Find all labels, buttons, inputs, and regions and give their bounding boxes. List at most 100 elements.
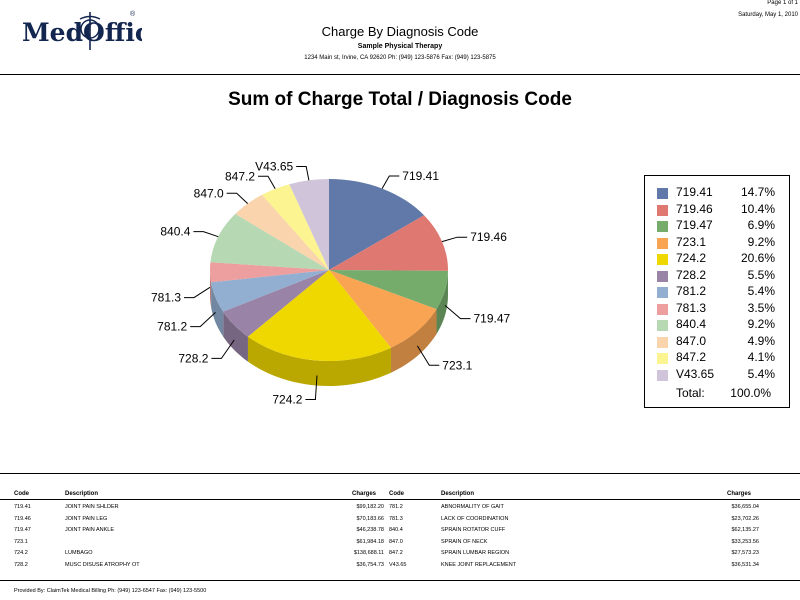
table-cell-charges: $36,655.04 <box>731 504 759 510</box>
table-cell-code: 723.1 <box>14 538 28 545</box>
pie-slice-719.46 <box>329 215 448 271</box>
legend-item: 847.2 4.1% <box>655 350 783 367</box>
table-cell-code: 781.3 <box>389 515 403 522</box>
pie-side-724.2 <box>247 336 391 386</box>
table-cell-description: SPRAIN OF NECK <box>441 538 488 545</box>
pie-label-847.2: 847.2 <box>225 169 255 183</box>
medoffice-logo: MedOffice ® <box>18 6 142 56</box>
pie-leader-line <box>305 375 318 400</box>
table-cell-charges: $70,183.66 <box>356 515 384 522</box>
pie-leader-line <box>441 236 468 243</box>
company-address: 1234 Main st, Irvine, CA 92620 Ph: (949)… <box>304 55 496 61</box>
legend-item: 719.41 14.7% <box>655 185 783 202</box>
legend-percent: 6.9% <box>747 218 775 232</box>
pie-label-V43.65: V43.65 <box>255 160 293 174</box>
pie-label-840.4: 840.4 <box>160 225 190 239</box>
legend-swatch <box>657 369 668 381</box>
chart-title: Sum of Charge Total / Diagnosis Code <box>228 89 572 110</box>
col-header-description: Description <box>65 491 99 497</box>
table-cell-description: ABNORMALITY OF GAIT <box>441 504 504 510</box>
legend-swatch <box>657 237 668 249</box>
pie-leader-line <box>381 175 400 189</box>
table-header-divider <box>0 499 800 500</box>
pie-slice-723.1 <box>329 270 437 348</box>
table-cell-charges: $138,688.11 <box>353 550 384 556</box>
table-cell-code: V43.65 <box>389 561 407 568</box>
pie-slice-719.47 <box>329 270 448 310</box>
legend-swatch <box>657 204 668 216</box>
footer-divider <box>0 580 800 581</box>
legend-swatch <box>657 320 668 331</box>
pie-leader-line <box>211 339 235 359</box>
pie-slice-781.2 <box>211 270 329 312</box>
pie-leader-line <box>226 192 249 204</box>
legend-percent: 5.4% <box>747 284 775 298</box>
pie-leader-line <box>193 231 219 238</box>
legend-label: 719.46 <box>676 201 713 216</box>
table-cell-description: SPRAIN ROTATOR CUFF <box>441 527 506 533</box>
col-header-charges-2: Charges <box>727 491 752 497</box>
table-cell-charges: $36,531.34 <box>731 561 759 568</box>
svg-text:®: ® <box>130 10 136 18</box>
pie-slice-781.3 <box>210 262 329 283</box>
legend-total-label: Total: <box>676 386 705 400</box>
table-cell-charges: $33,253.56 <box>731 538 759 545</box>
table-cell-charges: $46,238.78 <box>356 527 384 533</box>
pie-label-728.2: 728.2 <box>178 351 208 365</box>
legend-label: 781.2 <box>676 284 707 298</box>
legend-item: 847.0 4.9% <box>655 334 783 351</box>
legend-label: 719.47 <box>676 218 713 232</box>
pie-label-847.0: 847.0 <box>194 186 224 200</box>
footer-text: Provided By: ClaimTek Medical Billing Ph… <box>14 588 207 594</box>
pie-label-781.3: 781.3 <box>151 291 181 305</box>
table-cell-charges: $61,984.18 <box>356 538 384 545</box>
header-divider <box>0 74 800 75</box>
legend-swatch <box>657 254 668 265</box>
table-cell-description: LACK OF COORDINATION <box>441 515 509 522</box>
pie-slice-V43.65 <box>289 179 329 270</box>
col-header-code: Code <box>14 491 29 497</box>
legend-item: 728.2 5.5% <box>655 268 783 285</box>
pie-slice-724.2 <box>247 270 391 362</box>
report-title: Charge By Diagnosis Code <box>321 24 479 39</box>
pie-slice-847.2 <box>261 184 329 270</box>
legend-label: 728.2 <box>676 267 707 282</box>
pie-leader-line <box>258 175 276 190</box>
pie-slice-719.41 <box>329 179 425 270</box>
legend-swatch <box>657 221 668 232</box>
legend-label: 847.2 <box>676 350 707 364</box>
legend-swatch <box>657 303 668 315</box>
pie-leader-line <box>190 312 216 328</box>
table-cell-code: 840.4 <box>389 527 403 533</box>
page-number: Page 1 of 1 <box>767 0 798 6</box>
pie-labels: 719.41 719.46 719.47 723.1 724.2 728.2 781.2 78… <box>151 160 511 407</box>
legend-percent: 14.7% <box>740 185 775 199</box>
pie-leader-line <box>416 345 440 366</box>
table-cell-description: MUSC DISUSE ATROPHY OT <box>65 561 140 568</box>
table-cell-charges: $27,573.23 <box>731 550 759 556</box>
legend-label: 847.0 <box>676 333 707 348</box>
pie-leader-line <box>296 166 310 181</box>
table-cell-code: 781.2 <box>389 504 403 510</box>
table-cell-charges: $99,182.20 <box>356 504 384 510</box>
pie-label-781.2: 781.2 <box>157 320 187 334</box>
chart-legend: 719.41 14.7% 719.46 10.4% 719.47 6.9% 723.1 9.2… <box>644 175 790 408</box>
pie-leader-line <box>444 305 471 320</box>
legend-item: 724.2 20.6% <box>655 251 783 268</box>
table-cell-code: 719.47 <box>14 527 31 533</box>
pie-label-723.1: 723.1 <box>442 358 472 372</box>
legend-item: 781.2 5.4% <box>655 284 783 301</box>
pie-side-781.3 <box>210 270 212 308</box>
legend-item: 781.3 3.5% <box>655 301 783 318</box>
col-header-description-2: Description <box>441 491 475 497</box>
legend-label: 840.4 <box>676 317 707 331</box>
table-cell-charges: $36,754.73 <box>356 561 384 568</box>
table-cell-description: JOINT PAIN ANKLE <box>65 527 115 533</box>
pie-side-walls <box>210 270 448 386</box>
pie-slice-847.0 <box>235 194 329 270</box>
legend-swatch <box>657 336 668 348</box>
pie-label-724.2: 724.2 <box>272 393 302 407</box>
table-cell-code: 724.2 <box>14 550 28 556</box>
table-cell-description: JOINT PAIN LEG <box>65 515 108 522</box>
